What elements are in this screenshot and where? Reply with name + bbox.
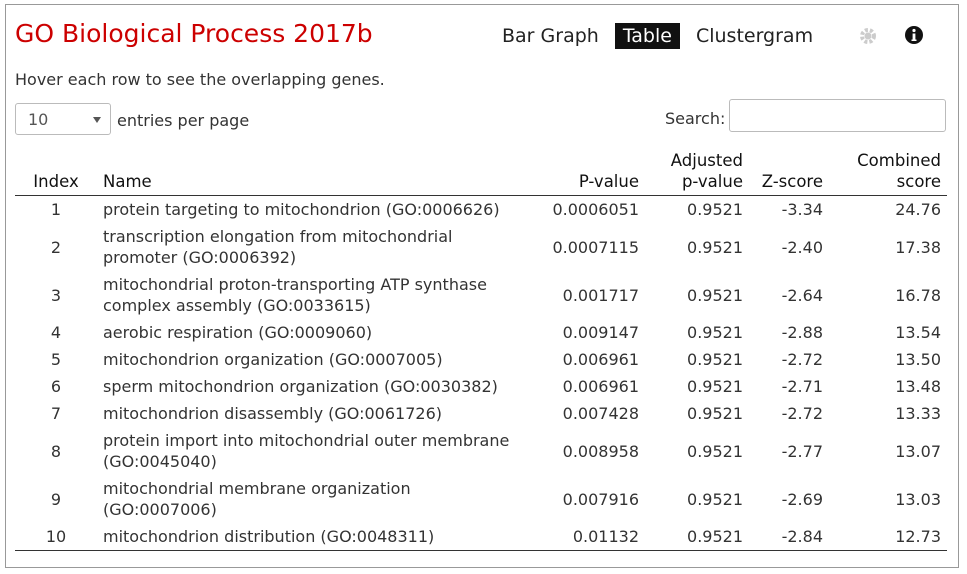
table-cell: sperm mitochondrion organization (GO:003…	[103, 377, 498, 396]
table-cell: 0.9521	[687, 441, 743, 461]
table-cell: 0.9521	[687, 237, 743, 257]
table-cell: 12.73	[829, 523, 947, 551]
table-row[interactable]: 9 mitochondrial membrane organization (GO…	[15, 475, 947, 523]
table-cell: 1	[50, 200, 62, 219]
column-header[interactable]: Z-score	[749, 147, 829, 196]
column-header[interactable]: Name	[97, 147, 521, 196]
tabs: Bar Graph Table Clustergram	[494, 23, 821, 49]
column-header[interactable]: P-value	[521, 147, 645, 196]
table-cell: 0.001717	[562, 285, 639, 305]
tab[interactable]: Table	[614, 23, 680, 49]
table-row[interactable]: 7 mitochondrion disassembly (GO:0061726) 0…	[15, 400, 947, 427]
panel: GO Biological Process 2017b Bar Graph Tab…	[5, 4, 959, 568]
table-cell: 9	[50, 489, 62, 509]
table-cell: 13.48	[895, 377, 941, 396]
info-icon[interactable]	[904, 25, 924, 45]
tab[interactable]: Bar Graph	[502, 25, 599, 47]
table-cell: 0.006961	[562, 350, 639, 369]
table-cell: 0.9521	[687, 285, 743, 305]
table-cell: 16.78	[895, 285, 941, 305]
tab[interactable]: Clustergram	[695, 25, 814, 47]
title: GO Biological Process 2017b	[15, 19, 373, 48]
table-cell: mitochondrion organization (GO:0007005)	[103, 350, 443, 369]
table-cell: 24.76	[895, 200, 941, 219]
table-cell: 0.9521	[687, 489, 743, 509]
search-input[interactable]	[729, 99, 946, 132]
table-cell: 13.50	[895, 350, 941, 369]
table-cell: 0.9521	[687, 404, 743, 423]
table-cell: 2	[50, 237, 62, 257]
table-cell: 0.007428	[562, 404, 639, 423]
table-cell: -2.64	[781, 285, 823, 305]
table-cell: protein import into mitochondrial outer …	[103, 431, 510, 471]
table-cell: 0.01132	[521, 523, 645, 551]
column-header[interactable]: Adjusted p-value	[645, 147, 749, 196]
table-cell: 4	[50, 323, 62, 342]
table-cell: 0.008958	[562, 441, 639, 461]
table-row[interactable]: 4 aerobic respiration (GO:0009060) 0.00914…	[15, 319, 947, 346]
table-cell: 6	[50, 377, 62, 396]
table-cell: 0.0007115	[552, 237, 639, 257]
table-cell: -3.34	[781, 200, 823, 219]
table-cell: 0.0006051	[552, 200, 639, 219]
column-header[interactable]: Index	[15, 147, 97, 196]
table-cell: transcription elongation from mitochondr…	[103, 227, 453, 267]
table-cell: 10	[15, 523, 97, 551]
table-cell: 13.54	[895, 323, 941, 342]
column-header[interactable]: Combined score	[829, 147, 947, 196]
page-size-select[interactable]: 10	[15, 103, 111, 135]
table-cell: 13.03	[895, 489, 941, 509]
table-row[interactable]: 3 mitochondrial proton-transporting ATP s…	[15, 271, 947, 319]
table-cell: -2.72	[781, 404, 823, 423]
table-row[interactable]: 10 mitochondrion distribution (GO:0048311…	[15, 523, 947, 551]
table-row[interactable]: 2 transcription elongation from mitochond…	[15, 223, 947, 271]
table-row[interactable]: 1 protein targeting to mitochondrion (GO:…	[15, 196, 947, 224]
table-cell: 0.9521	[645, 523, 749, 551]
table-cell: 0.9521	[687, 323, 743, 342]
table-row[interactable]: 5 mitochondrion organization (GO:0007005)…	[15, 346, 947, 373]
table-cell: -2.77	[781, 441, 823, 461]
table-cell: -2.69	[781, 489, 823, 509]
page-size-label: entries per page	[117, 111, 250, 130]
table-cell: -2.40	[781, 237, 823, 257]
table-cell: 7	[50, 404, 62, 423]
table-cell: 0.007916	[562, 489, 639, 509]
table-cell: protein targeting to mitochondrion (GO:0…	[103, 200, 500, 219]
table-cell: 0.006961	[562, 377, 639, 396]
settings-icon[interactable]	[858, 26, 878, 46]
table-cell: mitochondrial proton-transporting ATP sy…	[103, 275, 487, 315]
results-table: Index Name P-value Adjusted p-value Z-score C…	[15, 147, 947, 551]
table-cell: 0.9521	[687, 377, 743, 396]
table-cell: mitochondrion distribution (GO:0048311)	[97, 523, 521, 551]
table-cell: aerobic respiration (GO:0009060)	[103, 323, 373, 342]
header-row: Index Name P-value Adjusted p-value Z-score C…	[15, 147, 947, 196]
table-cell: 13.07	[895, 441, 941, 461]
search-label: Search:	[665, 109, 726, 128]
table-cell: 0.9521	[687, 350, 743, 369]
table-cell: mitochondrial membrane organization (GO:…	[103, 479, 411, 519]
table-cell: 8	[50, 441, 62, 461]
table-cell: -2.72	[781, 350, 823, 369]
hint: Hover each row to see the overlapping ge…	[15, 70, 385, 89]
table-cell: -2.84	[749, 523, 829, 551]
table-cell: mitochondrion disassembly (GO:0061726)	[103, 404, 442, 423]
table-cell: 17.38	[895, 237, 941, 257]
table-cell: 13.33	[895, 404, 941, 423]
table-cell: 0.9521	[687, 200, 743, 219]
table-row[interactable]: 6 sperm mitochondrion organization (GO:00…	[15, 373, 947, 400]
table-cell: 5	[50, 350, 62, 369]
table-cell: -2.71	[781, 377, 823, 396]
table-cell: 3	[50, 285, 62, 305]
table-cell: -2.88	[781, 323, 823, 342]
table-cell: 0.009147	[562, 323, 639, 342]
table-row[interactable]: 8 protein import into mitochondrial outer…	[15, 427, 947, 475]
